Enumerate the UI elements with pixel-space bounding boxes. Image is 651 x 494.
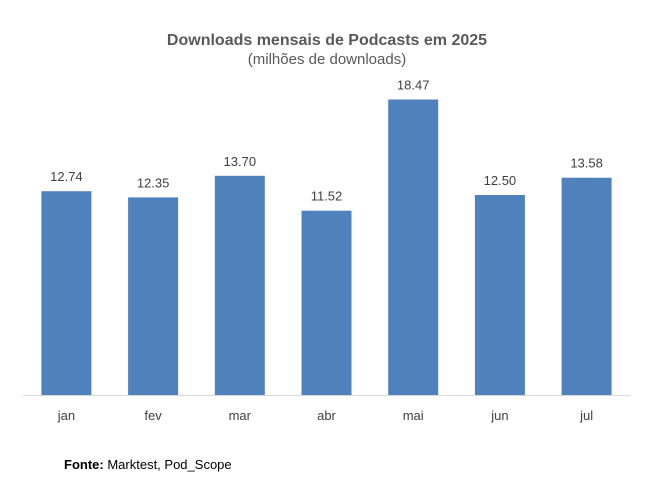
data-label-fev: 12.35 [137,175,170,190]
data-label-jun: 12.50 [484,173,517,188]
tick-label-jan: jan [57,408,75,423]
bar-jan [41,191,92,395]
bar-jun [474,195,525,395]
tick-label-jul: jul [579,408,593,423]
data-label-jul: 13.58 [570,156,603,171]
tick-label-fev: fev [144,408,162,423]
tick-label-abr: abr [317,408,336,423]
chart-subtitle: (milhões de downloads) [248,51,406,68]
bars-group [41,99,612,395]
data-label-mar: 13.70 [224,154,257,169]
tick-label-mar: mar [229,408,252,423]
data-label-mai: 18.47 [397,78,430,93]
bar-fev [128,197,179,395]
data-label-jan: 12.74 [50,169,83,184]
bar-mar [214,175,265,395]
bar-abr [301,210,352,395]
bar-mai [388,99,439,395]
data-label-abr: 11.52 [311,189,343,204]
data-labels-group: 12.74 12.35 13.70 11.52 18.47 12.50 13.58 [50,78,603,204]
tick-label-mai: mai [403,408,424,423]
source-prefix: Fonte: [64,457,104,472]
tick-label-jun: jun [490,408,508,423]
bar-jul [561,177,612,395]
source-note: Fonte: Marktest, Pod_Scope [64,457,232,472]
x-axis-tick-labels: jan fev mar abr mai jun jul [57,408,593,423]
source-text: Marktest, Pod_Scope [107,457,232,472]
chart-title: Downloads mensais de Podcasts em 2025 [167,32,487,49]
